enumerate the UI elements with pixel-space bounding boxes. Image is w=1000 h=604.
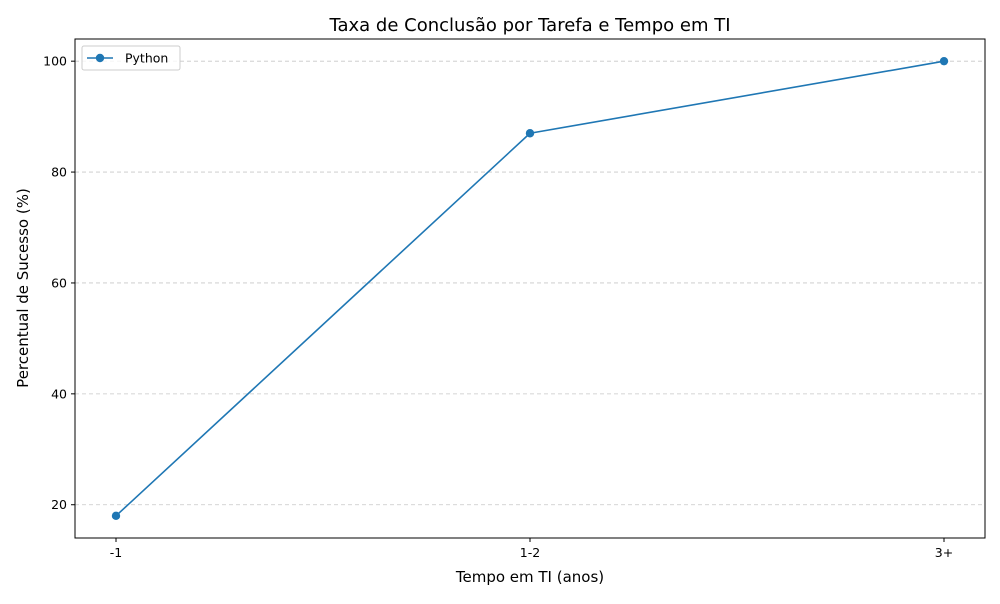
series-python — [111, 56, 949, 521]
legend-label: Python — [125, 51, 168, 66]
y-axis-label: Percentual de Sucesso (%) — [14, 188, 32, 388]
legend-marker — [95, 53, 105, 63]
series-layer — [111, 56, 949, 521]
legend: Python — [81, 45, 181, 71]
grid-lines — [75, 60, 985, 506]
y-tick-label: 100 — [43, 54, 67, 69]
data-point — [939, 56, 949, 66]
plot-area-frame — [74, 38, 986, 539]
x-tick-label: 3+ — [935, 545, 953, 560]
x-tick-label: -1 — [110, 545, 122, 560]
y-tick-label: 40 — [51, 386, 67, 401]
x-tick-label: 1-2 — [520, 545, 540, 560]
y-tick-label: 20 — [51, 497, 67, 512]
y-tick-label: 60 — [51, 275, 67, 290]
chart-title: Taxa de Conclusão por Tarefa e Tempo em … — [328, 15, 730, 36]
legend-frame — [81, 45, 181, 71]
y-tick-label: 80 — [51, 165, 67, 180]
data-point — [525, 129, 535, 138]
x-axis: -1 1-2 3+ — [110, 538, 953, 560]
x-axis-label: Tempo em TI (anos) — [455, 568, 604, 586]
y-axis: 20 40 60 80 100 — [43, 54, 75, 512]
data-point — [111, 511, 121, 521]
